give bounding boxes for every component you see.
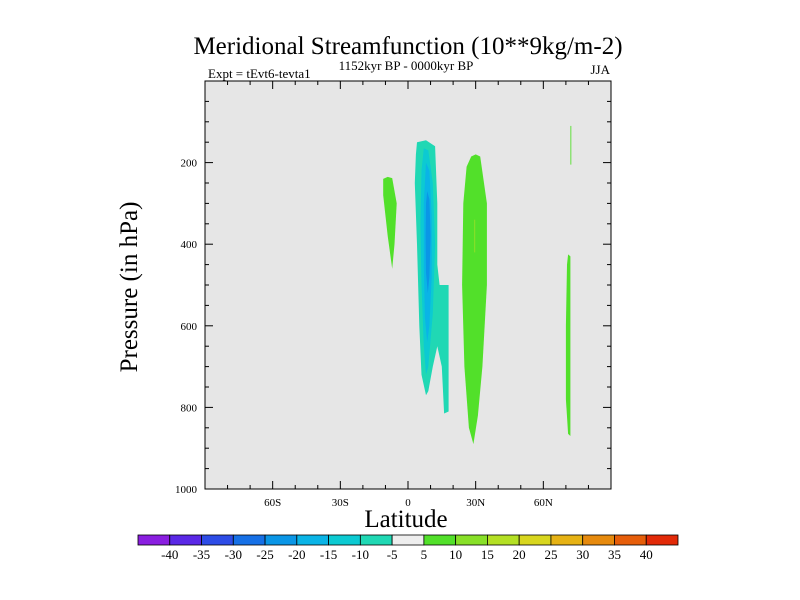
colorbar-label: 35: [608, 547, 621, 562]
x-tick-label: 60N: [534, 497, 553, 509]
axis-ticks: [204, 80, 612, 490]
colorbar-swatch: [582, 534, 615, 546]
colorbar-labels: -40 -35 -30 -25 -20 -15 -10 -5 5 10 15 20 25 30 35 40: [161, 547, 653, 562]
colorbar-label: -30: [225, 547, 242, 562]
x-tick-label: 60S: [264, 497, 281, 509]
colorbar-label: -25: [256, 547, 273, 562]
colorbar-swatch: [137, 534, 171, 546]
y-tick-label: 400: [181, 239, 198, 251]
x-axis-label: Latitude: [364, 506, 447, 533]
colorbar-swatch: [328, 534, 361, 546]
colorbar-label: -5: [387, 547, 398, 562]
contour-region-positive-cell-nh-inner: [474, 219, 476, 253]
x-tick-labels: 60S 30S 0 30N 60N: [264, 497, 553, 509]
colorbar-label: -40: [161, 547, 178, 562]
colorbar-swatch: [487, 534, 520, 546]
colorbar-swatch: [614, 534, 647, 546]
contour-region-positive-cell-nh-tropics: [462, 154, 487, 445]
chart-subtitle-center: 1152kyr BP - 0000kyr BP: [339, 58, 474, 73]
colorbar-label: 40: [640, 547, 653, 562]
colorbar-label: 5: [421, 547, 428, 562]
colorbar-label: 30: [576, 547, 589, 562]
x-tick-label: 30S: [332, 497, 349, 509]
chart-subtitle-left: Expt = tEvt6-tevta1: [208, 66, 311, 81]
colorbar-label: 15: [481, 547, 494, 562]
colorbar-swatch: [518, 534, 552, 546]
contour-region-positive-cell-high-latitude-mid: [566, 317, 569, 367]
colorbar-swatch: [232, 534, 266, 546]
y-tick-label: 1000: [175, 484, 198, 496]
y-tick-labels: 200 400 600 800 1000: [175, 158, 198, 496]
chart-subtitle-right: JJA: [590, 62, 610, 77]
colorbar-label: -15: [320, 547, 337, 562]
colorbar-label: -10: [352, 547, 369, 562]
x-tick-label: 30N: [466, 497, 485, 509]
colorbar-swatch: [391, 534, 425, 546]
plot-background: [205, 81, 611, 489]
colorbar-label: 20: [513, 547, 526, 562]
colorbar-swatch: [201, 534, 234, 546]
y-tick-label: 800: [181, 402, 198, 414]
contour-regions: [383, 125, 572, 445]
colorbar-swatch: [359, 534, 393, 546]
colorbar-swatch: [423, 534, 457, 546]
y-tick-label: 600: [181, 321, 198, 333]
colorbar-swatch: [645, 534, 679, 546]
y-axis-label: Pressure (in hPa): [116, 202, 143, 373]
contour-region-positive-cell-high-latitude-top: [570, 125, 572, 165]
contour-region-positive-cell-sh-subtropics: [383, 176, 397, 269]
colorbar-label: 25: [544, 547, 557, 562]
colorbar-label: -35: [193, 547, 210, 562]
x-tick-label: 0: [405, 497, 411, 509]
y-tick-label: 200: [181, 158, 198, 170]
contour-region-negative-cell-equatorial-core: [425, 191, 431, 294]
colorbar-label: 10: [449, 547, 462, 562]
colorbar-swatch: [169, 534, 202, 546]
colorbar-swatch: [296, 534, 329, 546]
colorbar-swatch: [550, 534, 584, 546]
colorbar-swatch: [264, 534, 298, 546]
chart-title: Meridional Streamfunction (10**9kg/m-2): [193, 33, 622, 60]
colorbar: [137, 534, 679, 546]
colorbar-label: -20: [288, 547, 305, 562]
colorbar-swatch: [455, 534, 488, 546]
